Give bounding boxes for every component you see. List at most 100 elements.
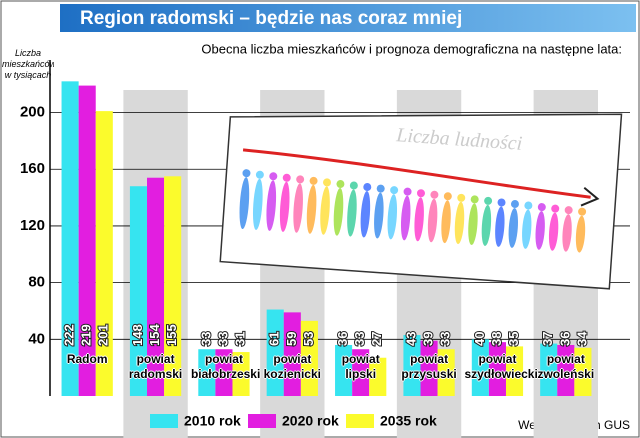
- silhouette: [468, 203, 478, 246]
- bar: [283, 312, 301, 396]
- bar: [198, 349, 216, 396]
- arrow: [242, 148, 591, 199]
- value-label: 36: [557, 332, 572, 346]
- silhouette-head: [578, 207, 587, 216]
- silhouette-head: [497, 198, 506, 207]
- value-label: 27: [369, 332, 384, 346]
- value-label: 34: [574, 331, 589, 346]
- bar: [369, 357, 387, 396]
- silhouette-head: [430, 190, 439, 199]
- silhouette-head: [551, 204, 560, 213]
- silhouette: [562, 214, 572, 252]
- silhouette-head: [242, 169, 251, 178]
- bar: [540, 343, 558, 396]
- bar: [147, 177, 165, 396]
- silhouette-head: [510, 199, 519, 208]
- bar: [61, 81, 79, 397]
- x-tick-label: Radom: [66, 352, 108, 366]
- chart-title: Region radomski – będzie nas coraz mniej: [80, 8, 462, 29]
- y-tick-label: 120: [20, 217, 45, 234]
- value-label: 201: [96, 324, 111, 346]
- silhouette-head: [403, 187, 412, 196]
- value-label: 37: [540, 332, 555, 346]
- silhouette: [535, 211, 545, 250]
- legend-label: 2010 rok: [184, 413, 241, 429]
- bar: [215, 349, 233, 396]
- value-label: 36: [335, 332, 350, 346]
- silhouette-head: [363, 183, 372, 192]
- bar: [505, 346, 524, 396]
- value-label: 219: [79, 324, 94, 346]
- bar: [557, 344, 575, 396]
- value-label: 59: [284, 332, 299, 346]
- silhouette-head: [390, 186, 399, 195]
- silhouette-head: [484, 196, 493, 205]
- bar: [266, 309, 284, 396]
- value-label: 33: [352, 332, 367, 346]
- silhouette: [306, 184, 317, 234]
- x-tick-label: powiat lipski: [341, 352, 380, 381]
- photo-frame: [219, 113, 623, 290]
- silhouette-head: [524, 201, 533, 210]
- y-axis-label: Liczba mieszkańców w tysiącach: [2, 48, 54, 80]
- silhouette: [387, 194, 398, 240]
- silhouette: [427, 198, 438, 243]
- y-tick-label: 80: [28, 274, 45, 291]
- value-label: 53: [301, 332, 316, 346]
- silhouette: [441, 200, 451, 244]
- silhouette-head: [457, 193, 466, 202]
- silhouette: [239, 177, 250, 230]
- bar: [129, 186, 148, 396]
- subtitle: Obecna liczba mieszkańców i prognoza dem…: [201, 41, 622, 56]
- silhouette-head: [296, 175, 305, 184]
- value-label: 39: [421, 332, 436, 346]
- legend-swatch: [150, 414, 178, 428]
- photo-insert: Liczba ludności: [219, 113, 623, 290]
- legend-label: 2035 rok: [380, 413, 437, 429]
- silhouette-head: [537, 203, 546, 212]
- x-tick-label: powiat radomski: [128, 352, 183, 381]
- value-label: 31: [232, 332, 247, 346]
- silhouette: [548, 212, 559, 251]
- silhouette: [360, 191, 371, 238]
- value-label: 33: [215, 332, 230, 346]
- bar: [403, 335, 421, 396]
- bar: [335, 344, 353, 396]
- legend-swatch: [346, 414, 374, 428]
- bar: [574, 347, 592, 396]
- y-tick-label: 40: [28, 330, 45, 347]
- bar: [164, 176, 182, 396]
- bar: [78, 85, 96, 396]
- bar: [95, 111, 113, 397]
- legend-swatch: [248, 414, 276, 428]
- silhouette: [279, 181, 290, 232]
- silhouette-head: [309, 176, 318, 185]
- x-tick-label: powiat przysuski: [401, 352, 457, 381]
- silhouette: [508, 207, 518, 248]
- y-tick-label: 160: [20, 160, 45, 177]
- y-tick-label: 200: [20, 103, 45, 120]
- value-label: 155: [164, 324, 179, 346]
- silhouette-head: [336, 179, 345, 188]
- bar: [420, 340, 438, 396]
- silhouette: [481, 204, 492, 246]
- bar: [300, 320, 318, 396]
- silhouette: [374, 192, 384, 239]
- silhouette-head: [349, 181, 358, 190]
- silhouette: [414, 197, 424, 242]
- silhouette: [320, 186, 330, 235]
- x-tick-label: powiat szydłowiecki: [464, 352, 538, 381]
- y-axis-label-box: Liczba mieszkańców w tysiącach: [2, 48, 54, 80]
- value-label: 148: [130, 324, 145, 346]
- legend-label: 2020 rok: [282, 413, 339, 429]
- bar: [352, 349, 370, 396]
- silhouette-head: [255, 170, 264, 179]
- title-banner: [60, 4, 636, 32]
- value-label: 35: [506, 332, 521, 346]
- arrow-head: [580, 187, 600, 207]
- silhouette-head: [282, 173, 291, 182]
- value-label: 222: [62, 324, 77, 346]
- value-label: 43: [403, 332, 418, 346]
